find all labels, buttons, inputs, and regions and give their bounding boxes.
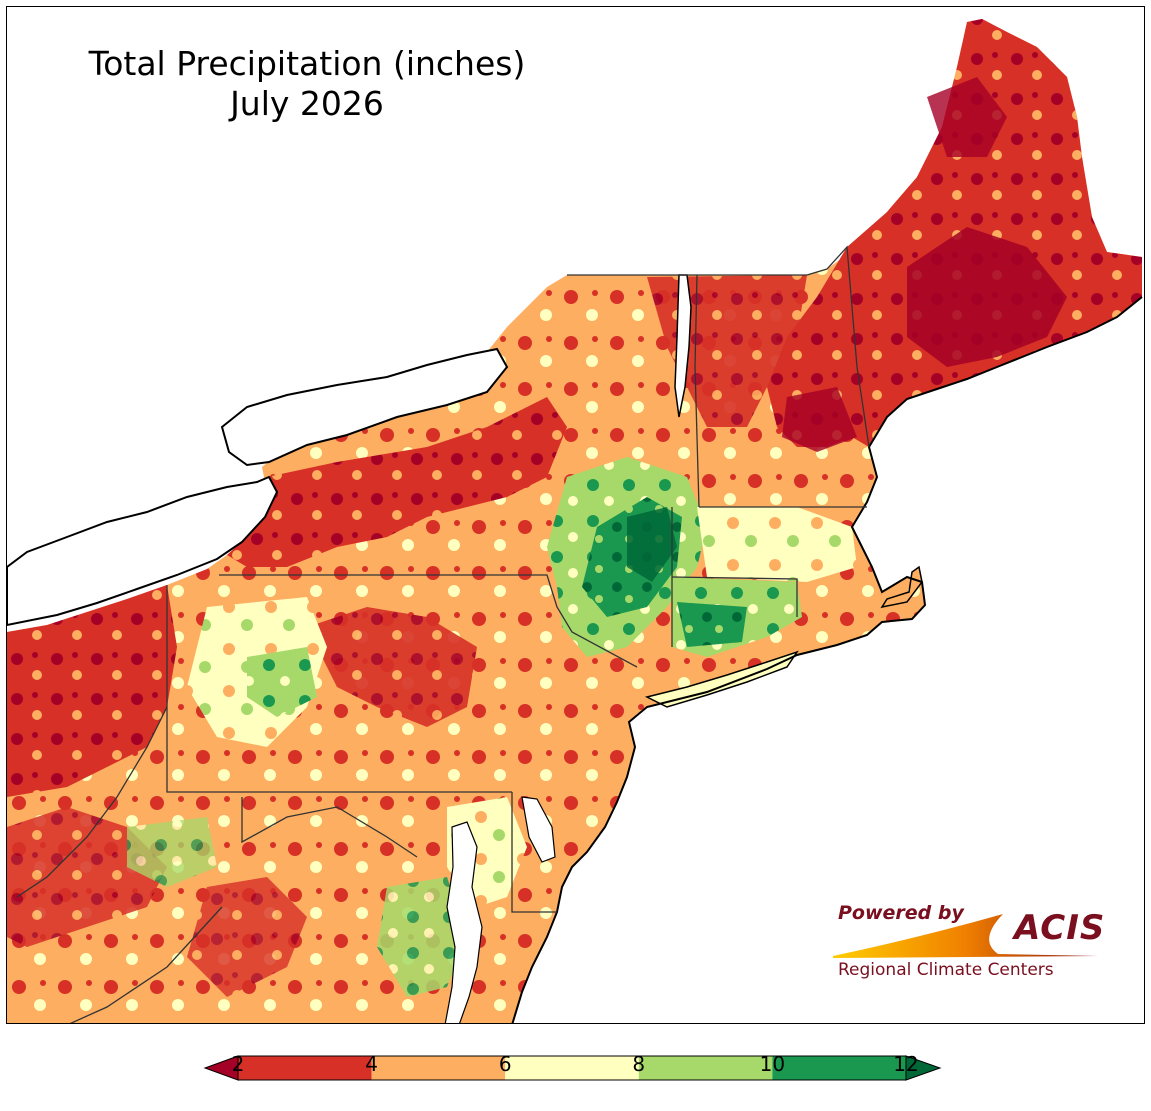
state-borders [16,245,870,1023]
chesapeake-bay [444,821,483,1023]
colorbar-tick-label: 10 [759,1052,786,1076]
colorbar-bin-2 [505,1056,639,1080]
coastline [511,296,1143,1023]
cape-cod [880,565,923,609]
colorbar-tick-label: 2 [231,1052,245,1076]
lake-erie [7,475,279,627]
colorbar-bin-1 [371,1056,506,1080]
colorbar-tick-label: 8 [632,1052,646,1076]
long-island [644,650,799,708]
colorbar-bins [237,1055,907,1081]
colorbar-tick-label: 6 [498,1052,512,1076]
colorbar-tick-label: 12 [893,1052,919,1076]
logo-swoosh-icon [833,914,1098,958]
lake-ontario [220,347,509,467]
region-ohio [7,585,177,797]
lake-champlain [674,274,692,418]
region-western-ny [227,397,567,567]
map-frame: Total Precipitation (inches) July 2026 [6,6,1145,1024]
logo-acis: ACIS [1014,908,1106,948]
region-maine [767,19,1142,447]
logo-powered-by: Powered by [838,902,964,924]
acis-logo: Powered by ACIS Regional Climate Centers [828,900,1108,990]
colorbar-bin-3 [638,1056,773,1080]
map-title: Total Precipitation (inches) [88,44,526,83]
colorbar [203,1055,942,1081]
delaware-bay [521,796,556,863]
precipitation-map [7,19,1143,1023]
colorbar-over [905,1055,942,1081]
colorbar-tick-label: 4 [365,1052,378,1076]
colorbar-bin-4 [772,1056,906,1080]
logo-subtitle: Regional Climate Centers [838,960,1054,980]
map-subtitle: July 2026 [230,84,384,123]
colorbar-bin-0 [238,1056,372,1080]
